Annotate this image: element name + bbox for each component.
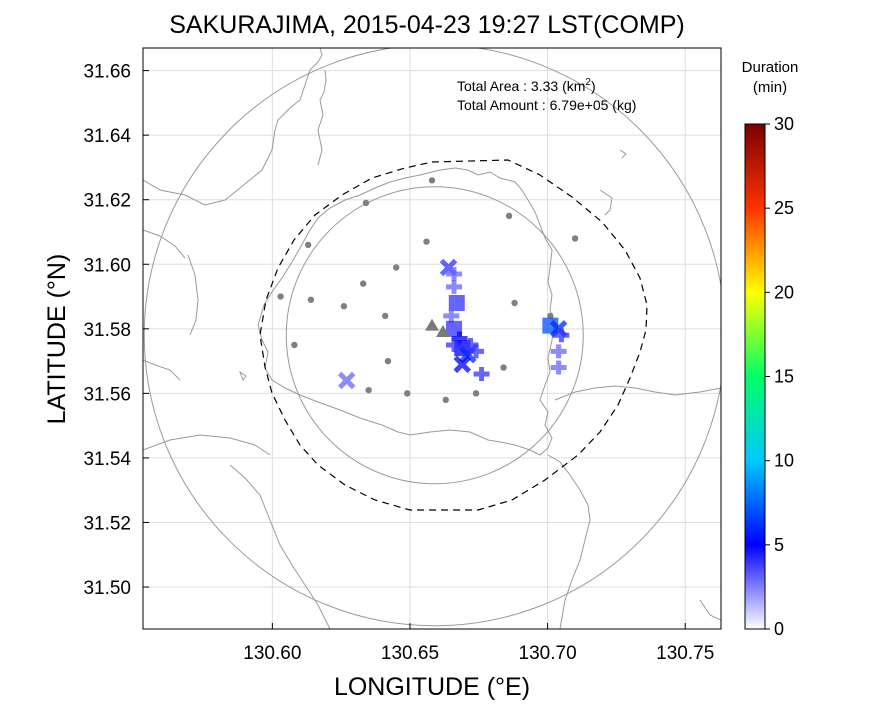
- station-point: [500, 364, 507, 371]
- hazard-boundary: [259, 159, 648, 511]
- station-point: [511, 299, 518, 307]
- colorbar-tick-label: 30: [774, 114, 794, 134]
- deposit-point: [550, 344, 567, 359]
- total-area-text: Total Area : 3.33 (km: [457, 78, 585, 94]
- x-ticks: 130.60 130.65 130.70 130.75: [243, 623, 714, 664]
- x-tick-label: 130.75: [656, 643, 714, 664]
- y-tick-label: 31.50: [83, 578, 131, 599]
- deposit-point: [446, 266, 463, 281]
- colorbar-title-line1: Duration: [742, 59, 799, 76]
- station-point: [291, 341, 298, 349]
- vent-marker: [436, 325, 451, 338]
- y-tick-label: 31.54: [83, 449, 131, 470]
- x-axis-label: LONGITUDE (°E): [334, 673, 530, 701]
- deposit-point: [337, 371, 356, 390]
- x-tick-label: 130.65: [381, 643, 439, 664]
- station-point: [277, 293, 284, 300]
- plot-area: [143, 48, 721, 629]
- y-tick-label: 31.56: [83, 384, 131, 405]
- deposit-point: [453, 355, 472, 374]
- station-point: [423, 238, 430, 245]
- deposit-point: [443, 308, 460, 323]
- ash-deposits: [337, 258, 570, 390]
- station-point: [472, 390, 480, 397]
- station-point: [404, 390, 411, 397]
- station-point: [307, 296, 315, 303]
- station-point: [442, 396, 449, 404]
- y-axis-label: LATITUDE (°N): [43, 254, 71, 425]
- deposit-point: [448, 294, 465, 311]
- grid: [143, 48, 721, 629]
- colorbar-tick-label: 20: [774, 282, 794, 302]
- x-tick-label: 130.70: [519, 643, 577, 664]
- y-tick-label: 31.62: [83, 191, 131, 212]
- station-point: [359, 280, 367, 287]
- range-ring: [285, 186, 584, 485]
- station-point: [393, 264, 400, 271]
- vents: [425, 318, 451, 338]
- deposit-point: [550, 360, 567, 375]
- colorbar-tick-label: 15: [774, 367, 794, 387]
- range-ring: [143, 48, 721, 627]
- y-ticks: 31.50 31.52 31.54 31.56 31.58 31.60 31.62 31.64…: [83, 62, 149, 599]
- deposit-point: [473, 367, 490, 382]
- station-point: [571, 235, 579, 242]
- station-point: [365, 386, 372, 394]
- y-tick-label: 31.52: [83, 513, 131, 534]
- colorbar-tick-label: 10: [774, 451, 794, 471]
- stations: [277, 177, 579, 404]
- total-area-close: ): [591, 78, 596, 94]
- colorbar-tick-label: 0: [774, 619, 784, 639]
- total-area-note: Total Area : 3.33 (km2): [457, 77, 596, 94]
- y-tick-label: 31.60: [83, 255, 131, 276]
- deposit-point: [446, 279, 463, 294]
- y-tick-label: 31.58: [83, 320, 131, 341]
- deposit-point: [446, 337, 463, 352]
- chart-title: SAKURAJIMA, 2015-04-23 19:27 LST(COMP): [169, 11, 684, 39]
- station-point: [362, 199, 370, 207]
- deposit-point: [553, 328, 570, 343]
- station-point: [384, 357, 392, 365]
- colorbar-tick-label: 5: [774, 535, 784, 555]
- y-tick-label: 31.64: [83, 126, 131, 147]
- y-tick-label: 31.66: [83, 62, 131, 83]
- station-point: [547, 312, 554, 320]
- station-point: [304, 241, 312, 249]
- total-area-sup: 2: [585, 77, 591, 88]
- colorbar: [744, 123, 766, 630]
- station-point: [505, 212, 513, 220]
- total-amount-note: Total Amount : 6.79e+05 (kg): [457, 97, 636, 113]
- station-point: [340, 303, 348, 310]
- coastline: [143, 48, 721, 629]
- range-rings: [143, 48, 721, 627]
- x-tick-label: 130.60: [243, 643, 301, 664]
- colorbar-tick-label: 25: [774, 198, 794, 218]
- station-point: [382, 312, 389, 320]
- deposit-point: [462, 337, 479, 352]
- station-point: [428, 177, 436, 184]
- colorbar-ticks: 0 5 10 15 20 25 30: [765, 114, 794, 639]
- colorbar-title-line2: (min): [753, 79, 787, 96]
- vent-marker: [425, 318, 439, 331]
